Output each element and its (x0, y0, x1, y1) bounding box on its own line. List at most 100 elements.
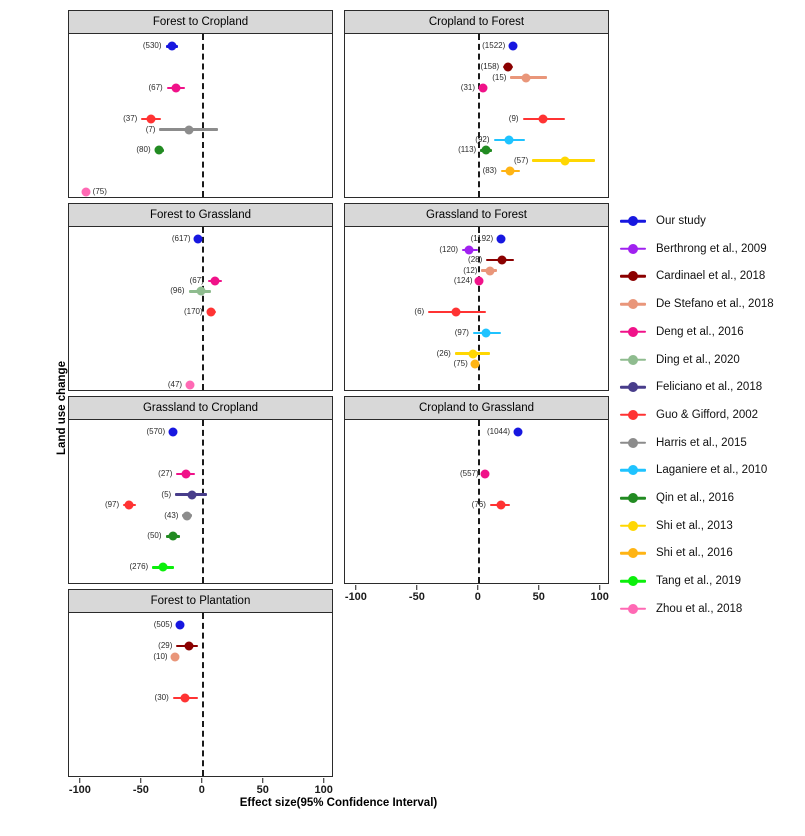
point-berthrong-2009 (464, 245, 474, 255)
count-label-harris-2015: (43) (164, 510, 179, 520)
x-tick (201, 778, 203, 783)
point-our-study (175, 620, 185, 630)
legend-item-guo-gifford-2002: Guo & Gifford, 2002 (620, 405, 758, 425)
legend-dot (628, 299, 638, 310)
point-our-study (168, 427, 178, 437)
legend-dot (628, 271, 638, 282)
point-laganiere-2010 (504, 135, 514, 145)
legend-item-harris-2015: Harris et al., 2015 (620, 433, 747, 453)
panel-plot-area: (1192) (120) (28) (12) (124) (6) (97) (26) (75) (344, 226, 609, 391)
legend-label: Berthrong et al., 2009 (656, 242, 767, 255)
count-label-our-study: (570) (146, 427, 166, 437)
count-label-de-stefano-2018: (10) (153, 651, 168, 661)
legend-label: Laganiere et al., 2010 (656, 464, 768, 477)
x-axis: -100 -50 0 50 100 (68, 778, 333, 802)
legend-item-feliciano-2018: Feliciano et al., 2018 (620, 377, 762, 397)
count-label-tang-2019: (276) (129, 562, 149, 572)
legend-pointrange-icon (620, 547, 646, 559)
count-label-our-study: (1522) (482, 41, 506, 51)
count-label-our-study: (617) (171, 234, 191, 244)
point-shi-2013 (560, 156, 570, 166)
legend-pointrange-icon (620, 464, 646, 476)
zero-reference-line (201, 34, 204, 197)
panel-forest-to-grassland: Forest to Grassland (617) (67) (96) (170) (47… (68, 203, 333, 391)
count-label-laganiere-2010: (92) (475, 134, 490, 144)
x-axis-title: Effect size(95% Confidence Interval) (239, 797, 438, 809)
panel-plot-area: (505) (29) (10) (30) (68, 612, 333, 777)
point-cardinael-2018 (497, 255, 507, 265)
point-guo-gifford-2002 (124, 500, 134, 510)
point-qin-2016 (481, 145, 491, 155)
x-tick-label: 0 (474, 591, 481, 603)
legend-item-berthrong-2009: Berthrong et al., 2009 (620, 239, 767, 259)
count-label-zhou-2018: (75) (92, 186, 107, 196)
x-tick (262, 778, 264, 783)
legend-pointrange-icon (620, 575, 646, 587)
panel-title: Cropland to Forest (344, 10, 609, 34)
point-shi-2016 (470, 359, 480, 369)
count-label-cardinael-2018: (158) (480, 62, 500, 72)
legend-dot (628, 493, 638, 503)
count-label-shi-2013: (26) (436, 348, 451, 358)
count-label-our-study: (1192) (470, 234, 494, 244)
point-deng-2016 (474, 276, 484, 286)
legend-dot (628, 216, 638, 226)
legend-label: Cardinael et al., 2018 (656, 270, 766, 283)
panel-forest-to-cropland: Forest to Cropland (530) (67) (37) (7) (80) (7… (68, 10, 333, 198)
point-our-study (513, 427, 523, 437)
legend-dot (628, 409, 638, 420)
count-label-shi-2016: (83) (482, 166, 497, 176)
count-label-deng-2016: (67) (189, 275, 204, 285)
point-cardinael-2018 (503, 62, 513, 72)
panel-plot-area: (530) (67) (37) (7) (80) (75) (68, 33, 333, 198)
x-tick (140, 778, 142, 783)
panel-cropland-to-grassland: Cropland to Grassland (1044) (557) (76) (344, 396, 609, 584)
zero-reference-line (201, 227, 204, 390)
legend-pointrange-icon (620, 243, 646, 255)
panel-forest-to-plantation: Forest to Plantation (505) (29) (10) (30) (68, 589, 333, 777)
point-harris-2015 (182, 511, 192, 521)
count-label-shi-2016: (75) (453, 359, 468, 369)
point-tang-2019 (158, 562, 168, 572)
count-label-feliciano-2018: (5) (161, 489, 172, 499)
x-tick (355, 585, 357, 590)
count-label-guo-gifford-2002: (30) (154, 693, 169, 703)
point-deng-2016 (171, 83, 181, 93)
point-de-stefano-2018 (170, 652, 180, 662)
panel-title: Grassland to Forest (344, 203, 609, 227)
x-tick (416, 585, 418, 590)
legend-item-shi-2016: Shi et al., 2016 (620, 543, 733, 563)
point-qin-2016 (154, 145, 164, 155)
point-our-study (167, 41, 177, 51)
legend-label: Feliciano et al., 2018 (656, 381, 763, 394)
point-shi-2016 (505, 166, 515, 176)
legend-pointrange-icon (620, 492, 646, 504)
count-label-guo-gifford-2002: (97) (104, 500, 120, 510)
legend-item-our-study: Our study (620, 211, 706, 231)
legend-item-cardinael-2018: Cardinael et al., 2018 (620, 266, 765, 286)
panel-title: Forest to Grassland (68, 203, 333, 227)
point-guo-gifford-2002 (146, 114, 156, 124)
panel-plot-area: (617) (67) (96) (170) (47) (68, 226, 333, 391)
legend-label: De Stefano et al., 2018 (656, 298, 774, 311)
count-label-laganiere-2010: (97) (454, 327, 469, 337)
point-guo-gifford-2002 (496, 500, 506, 510)
count-label-qin-2016: (80) (136, 145, 151, 155)
panel-plot-area: (570) (27) (5) (97) (43) (50) (276) (68, 419, 333, 584)
count-label-qin-2016: (50) (147, 531, 162, 541)
panel-grassland-to-cropland: Grassland to Cropland (570) (27) (5) (97) (43… (68, 396, 333, 584)
count-label-deng-2016: (31) (460, 82, 476, 92)
count-label-shi-2013: (57) (514, 155, 529, 165)
x-tick (322, 778, 325, 783)
point-laganiere-2010 (481, 328, 491, 338)
point-shi-2013 (468, 349, 478, 359)
legend-label: Guo & Gifford, 2002 (656, 408, 759, 421)
point-guo-gifford-2002 (206, 307, 216, 317)
legend-dot (628, 465, 638, 476)
point-our-study (193, 234, 203, 244)
count-label-guo-gifford-2002: (76) (471, 500, 486, 510)
legend-item-de-stefano-2018: De Stefano et al., 2018 (620, 294, 774, 314)
legend-label: Harris et al., 2015 (656, 436, 747, 449)
count-label-harris-2015: (7) (145, 124, 156, 134)
